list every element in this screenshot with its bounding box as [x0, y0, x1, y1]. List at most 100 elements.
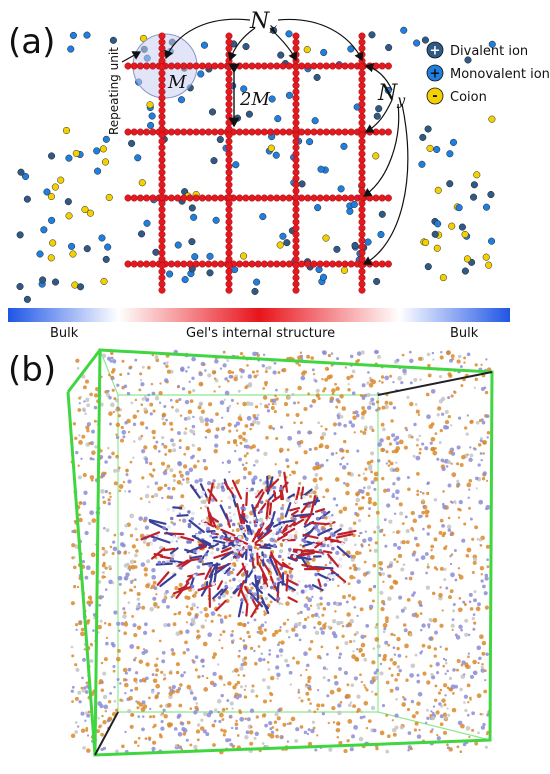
particle [336, 620, 341, 626]
particle [398, 669, 402, 673]
particle [148, 696, 151, 700]
particle [455, 668, 460, 672]
particle [222, 363, 227, 368]
monomer [292, 63, 300, 71]
particle [139, 497, 143, 500]
gel-bead [204, 556, 208, 560]
monomer [366, 194, 374, 202]
particle [102, 694, 108, 700]
counterion [279, 232, 287, 240]
particle [189, 606, 194, 611]
particle [380, 375, 385, 379]
particle [123, 575, 129, 581]
particle [441, 698, 446, 703]
monomer [310, 260, 318, 268]
counterion [461, 267, 469, 275]
particle [308, 647, 312, 651]
monomer [358, 150, 366, 158]
particle [123, 551, 127, 555]
particle [435, 710, 440, 715]
particle [356, 491, 361, 496]
gel-bond [188, 519, 205, 534]
particle [370, 470, 374, 474]
particle [104, 460, 108, 464]
particle [162, 678, 166, 681]
particle [486, 558, 489, 562]
particle [78, 440, 83, 445]
particle [298, 482, 302, 485]
particle [280, 512, 284, 517]
particle [269, 600, 273, 604]
monomer [225, 187, 233, 195]
particle [334, 680, 339, 686]
particle [113, 397, 117, 401]
gel-bead [192, 574, 197, 578]
gel-bead [182, 506, 186, 510]
monomer [378, 62, 386, 70]
particle [265, 435, 269, 440]
particle [176, 715, 181, 719]
particle [197, 447, 202, 452]
particle [173, 727, 178, 731]
particle [74, 544, 79, 549]
particle [439, 518, 444, 523]
monomer [267, 62, 275, 70]
particle [289, 473, 292, 477]
particle [109, 422, 112, 426]
particle [202, 729, 207, 734]
monomer [136, 194, 144, 202]
particle [115, 435, 120, 440]
gel-bond [202, 539, 212, 546]
particle [469, 607, 474, 611]
particle [352, 704, 357, 709]
counterion [102, 135, 110, 143]
monomer [158, 187, 166, 195]
gel-bond [336, 545, 351, 558]
particle [438, 441, 442, 444]
gel-bond [335, 533, 354, 539]
gel-bead [192, 549, 197, 554]
particle [184, 427, 188, 430]
particle [426, 524, 432, 529]
particle [374, 637, 380, 642]
particle [409, 673, 414, 678]
particle [360, 710, 363, 714]
particle [217, 663, 220, 666]
particle [246, 452, 249, 455]
particle [265, 366, 269, 370]
monomer [242, 62, 250, 70]
counterion [384, 86, 392, 94]
particle [450, 354, 455, 359]
particle [239, 685, 244, 689]
counterion [337, 185, 345, 193]
particle [414, 613, 419, 618]
particle [108, 373, 111, 377]
monomer [217, 194, 225, 202]
particle [319, 627, 324, 631]
particle [231, 707, 234, 710]
gel-bead [278, 554, 282, 559]
particle [333, 675, 338, 679]
particle [324, 622, 327, 625]
monomer [198, 260, 206, 268]
particle [403, 628, 408, 633]
particle [235, 444, 238, 447]
particle [185, 605, 189, 609]
particle [358, 506, 363, 511]
gel-bead [332, 533, 336, 537]
particle [78, 700, 82, 704]
gel-bond [303, 513, 313, 526]
particle [328, 747, 333, 752]
particle [386, 488, 391, 492]
particle [130, 713, 134, 717]
particle [484, 745, 488, 749]
particle [202, 499, 207, 504]
counterion [373, 112, 381, 120]
particle [223, 398, 226, 402]
particle [467, 713, 470, 717]
particle [262, 699, 268, 704]
monomer [186, 260, 194, 268]
monomer [292, 206, 300, 214]
particle [85, 729, 89, 732]
particle [484, 573, 489, 578]
